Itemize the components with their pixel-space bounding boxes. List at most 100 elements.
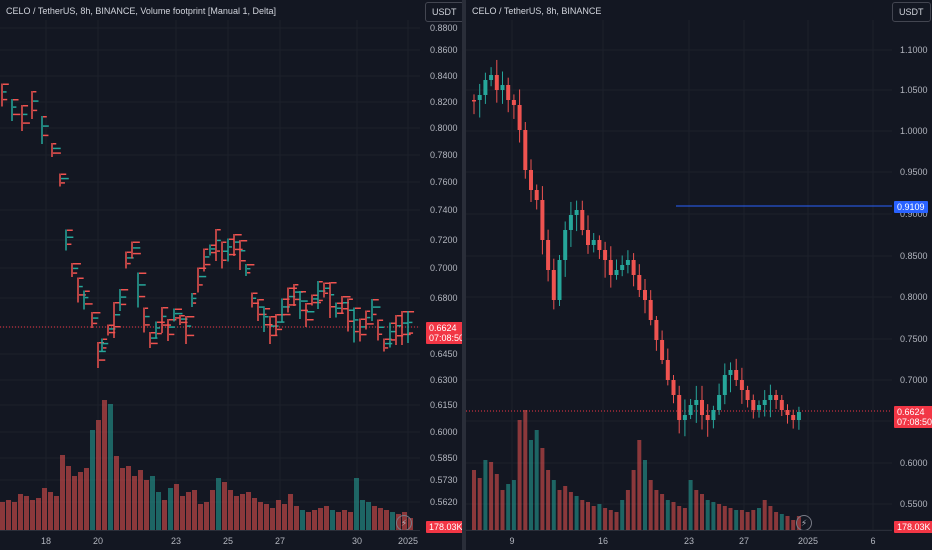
footprint-cell: [403, 311, 411, 313]
volume-bar: [282, 504, 287, 530]
volume-bar: [500, 490, 505, 530]
footprint-cell: [109, 331, 116, 334]
volume-bar: [682, 508, 687, 530]
volume-bar: [354, 478, 359, 530]
footprint-cell: [331, 306, 336, 308]
candle-body: [608, 260, 613, 275]
right-unit-button[interactable]: USDT: [892, 2, 931, 22]
footprint-cell: [133, 247, 141, 249]
right-chart-pane[interactable]: CELO / TetherUS, 8h, BINANCE USDT 1.1000…: [466, 0, 932, 550]
volume-bar: [48, 492, 53, 530]
price-tick-label: 0.6800: [430, 293, 458, 303]
footprint-cell: [409, 321, 413, 324]
footprint-cell: [271, 334, 278, 337]
footprint-cell: [23, 113, 28, 116]
volume-bar: [608, 510, 613, 530]
price-tick-label: 0.6300: [430, 375, 458, 385]
volume-bar: [665, 500, 670, 530]
candle-body: [671, 380, 676, 395]
footprint-cell: [337, 312, 344, 314]
footprint-cell: [217, 229, 221, 231]
lightning-bolt-icon[interactable]: ⚡: [396, 515, 412, 531]
footprint-cell: [325, 282, 331, 284]
candle-body: [546, 240, 551, 270]
time-tick-label: 16: [597, 536, 609, 546]
volume-bar: [384, 510, 389, 530]
footprint-cell: [379, 319, 384, 321]
footprint-cell: [127, 262, 131, 265]
volume-bar: [734, 510, 739, 530]
footprint-cell: [85, 303, 93, 305]
footprint-cell: [241, 260, 246, 262]
volume-bar: [534, 430, 539, 530]
volume-bar: [671, 502, 676, 530]
volume-bar: [348, 512, 353, 530]
left-unit-button[interactable]: USDT: [425, 2, 462, 22]
left-chart-pane[interactable]: CELO / TetherUS, 8h, BINANCE, Volume foo…: [0, 0, 462, 550]
footprint-cell: [121, 289, 129, 291]
volume-bar: [631, 470, 636, 530]
lightning-bolt-icon[interactable]: ⚡: [796, 515, 812, 531]
footprint-cell: [99, 359, 106, 361]
price-tick-label: 0.9500: [900, 167, 928, 177]
right-chart-canvas[interactable]: [466, 0, 932, 550]
candle-body: [517, 105, 522, 130]
volume-bar: [597, 504, 602, 530]
footprint-cell: [93, 312, 101, 314]
volume-bar: [660, 494, 665, 530]
footprint-cell: [145, 324, 150, 326]
volume-bar: [745, 512, 750, 530]
candle-body: [529, 170, 533, 190]
footprint-cell: [229, 238, 235, 240]
volume-bar: [739, 510, 744, 530]
footprint-cell: [277, 321, 285, 323]
footprint-cell: [319, 281, 323, 283]
candle-body: [472, 100, 476, 102]
pane-divider[interactable]: [462, 0, 466, 550]
footprint-cell: [217, 239, 221, 242]
price-tick-label: 0.5850: [430, 453, 458, 463]
hline-price-tag: 0.9109: [894, 201, 928, 213]
footprint-cell: [265, 324, 273, 326]
candle-body: [603, 250, 608, 260]
footprint-cell: [253, 292, 258, 294]
time-tick-label: 2025: [397, 536, 419, 546]
footprint-cell: [121, 303, 127, 306]
price-tick-label: 0.8800: [430, 23, 458, 33]
volume-bar: [216, 478, 221, 530]
price-tick-label: 1.0000: [900, 126, 928, 136]
candle-body: [597, 240, 602, 250]
footprint-cell: [397, 335, 404, 337]
footprint-cell: [85, 296, 89, 299]
footprint-cell: [3, 98, 8, 101]
price-tick-label: 0.7800: [430, 150, 458, 160]
footprint-cell: [343, 302, 349, 304]
footprint-cell: [373, 299, 379, 301]
volume-bar: [234, 496, 239, 530]
footprint-cell: [169, 333, 175, 336]
left-time-axis[interactable]: 18 20 23 25 27 30 2025: [0, 530, 420, 550]
volume-bar: [705, 500, 710, 530]
price-tick-label: 0.7400: [430, 205, 458, 215]
volume-bar: [324, 506, 329, 530]
candle-body: [791, 415, 796, 420]
footprint-cell: [93, 322, 98, 325]
volume-bar: [494, 474, 499, 530]
footprint-cell: [391, 330, 396, 333]
left-price-scale[interactable]: 0.8800 0.8600 0.8400 0.8200 0.8000 0.7800 0.76…: [420, 0, 460, 530]
footprint-cell: [265, 308, 271, 310]
right-price-scale[interactable]: 1.1000 1.0500 1.0000 0.9500 0.9000 0.8500 0.80…: [892, 0, 932, 535]
footprint-cell: [265, 316, 269, 318]
footprint-cell: [247, 272, 251, 274]
left-chart-canvas[interactable]: [0, 0, 462, 550]
footprint-cell: [115, 326, 121, 328]
volume-bar: [342, 510, 347, 530]
volume-bar: [378, 508, 383, 530]
footprint-cell: [223, 241, 227, 243]
right-time-axis[interactable]: 9 16 23 27 2025 6: [466, 530, 892, 550]
footprint-cell: [151, 342, 158, 345]
volume-bar: [192, 490, 197, 530]
left-last-price: 0.6624: [429, 323, 457, 333]
footprint-cell: [301, 309, 308, 312]
footprint-cell: [157, 332, 162, 335]
